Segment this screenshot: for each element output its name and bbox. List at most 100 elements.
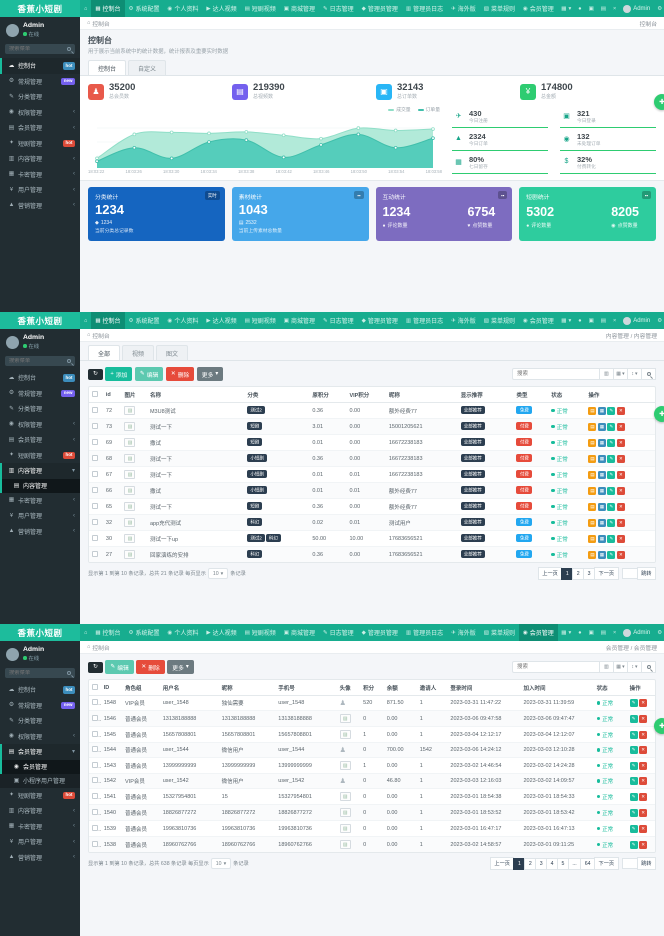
nav-item-1[interactable]: ⚙ 系统配置: [125, 624, 164, 641]
row-checkbox[interactable]: [92, 808, 98, 815]
delete-op-button[interactable]: ✕: [639, 714, 648, 723]
column-header-5[interactable]: 手机号: [275, 680, 337, 696]
page-button-上一页[interactable]: 上一页: [537, 567, 563, 580]
edit-op-button[interactable]: ✎: [607, 486, 616, 495]
page-button-上一页[interactable]: 上一页: [489, 857, 515, 870]
toolbar-button-添加[interactable]: + 添加: [105, 367, 133, 381]
column-header-11[interactable]: 操作: [585, 387, 655, 403]
column-header-9[interactable]: 邀请人: [416, 680, 448, 696]
row-checkbox[interactable]: [92, 534, 98, 541]
column-header-11[interactable]: 加入时间: [520, 680, 594, 696]
row-checkbox[interactable]: [92, 502, 98, 509]
sidebar-item-2[interactable]: ✎ 分类管理: [0, 401, 80, 417]
nav-item-8[interactable]: ▥ 管理员日志: [402, 0, 447, 17]
edit-op-button[interactable]: ✎: [607, 438, 616, 447]
edit-op-button[interactable]: ✎: [607, 454, 616, 463]
cell-username[interactable]: 15327954801: [159, 788, 219, 805]
submenu-item-0[interactable]: ▤ 内容管理: [0, 478, 80, 493]
sidebar-item-0[interactable]: ☁ 控制台 hot: [0, 682, 80, 698]
row-checkbox[interactable]: [92, 840, 98, 847]
row-checkbox[interactable]: [92, 699, 98, 705]
column-header-3[interactable]: 名称: [146, 387, 245, 403]
nav-item-3[interactable]: ▶ 达人视频: [202, 624, 240, 641]
row-checkbox[interactable]: [92, 824, 98, 831]
columns-button[interactable]: ▦ ▾: [614, 368, 628, 380]
delete-op-button[interactable]: ✕: [616, 470, 625, 479]
column-header-7[interactable]: 昵称: [385, 387, 458, 403]
per-page-select[interactable]: 10 ▾: [207, 568, 229, 579]
row-checkbox[interactable]: [92, 730, 98, 737]
toolbar-button-编辑[interactable]: ✎ 编辑: [134, 367, 164, 381]
page-jump-input[interactable]: [621, 858, 638, 869]
nav-item-0[interactable]: ▦ 控制台: [91, 624, 124, 641]
sidebar-search-input[interactable]: [9, 46, 67, 52]
delete-op-button[interactable]: ✕: [616, 502, 625, 511]
tab-1[interactable]: 视频: [122, 345, 155, 360]
legend-item[interactable]: 成交量: [388, 106, 411, 113]
row-checkbox[interactable]: [92, 792, 98, 799]
copy-op-button[interactable]: ▦: [597, 470, 606, 479]
column-header-10[interactable]: 登录时间: [447, 680, 521, 696]
nav-item-9[interactable]: ✈ 海外版: [447, 0, 480, 17]
copy-op-button[interactable]: ▦: [597, 438, 606, 447]
edit-op-button[interactable]: ✎: [629, 761, 638, 770]
sidebar-item-7[interactable]: ▦ 卡密管理 ‹: [0, 819, 80, 835]
column-header-0[interactable]: [89, 387, 103, 403]
detail-op-button[interactable]: ▤: [588, 438, 597, 447]
copy-op-button[interactable]: ▦: [597, 550, 606, 559]
card-badge[interactable]: ▪▪: [641, 191, 651, 200]
nav-item-5[interactable]: ▣ 商城管理: [280, 312, 319, 329]
copy-op-button[interactable]: ▦: [597, 454, 606, 463]
edit-op-button[interactable]: ✎: [629, 824, 638, 833]
nav-home[interactable]: ⌂: [80, 312, 91, 329]
delete-op-button[interactable]: ✕: [616, 534, 625, 543]
tasks-button[interactable]: ▤: [597, 312, 609, 329]
nav-item-5[interactable]: ▣ 商城管理: [280, 624, 319, 641]
copy-op-button[interactable]: ▦: [597, 534, 606, 543]
user-menu[interactable]: Admin: [620, 624, 654, 641]
toolbar-button-更多[interactable]: 更多 ▾: [167, 660, 194, 674]
toolbar-button-删除[interactable]: ✕ 删除: [136, 660, 165, 674]
delete-op-button[interactable]: ✕: [616, 518, 625, 527]
detail-op-button[interactable]: ▤: [588, 518, 597, 527]
column-header-5[interactable]: 原积分: [309, 387, 347, 403]
nav-item-4[interactable]: ▤ 短剧视频: [241, 312, 280, 329]
cell-username[interactable]: 19963810736: [159, 820, 219, 837]
sidebar-item-8[interactable]: ¥ 用户管理 ‹: [0, 834, 80, 850]
sidebar-item-5[interactable]: ✦ 短剧管理 hot: [0, 136, 80, 152]
sidebar-item-9[interactable]: ▲ 营销管理 ‹: [0, 524, 80, 540]
row-checkbox[interactable]: [92, 777, 98, 783]
page-jump-button[interactable]: 跳转: [636, 567, 656, 580]
edit-op-button[interactable]: ✎: [629, 730, 638, 739]
nav-item-9[interactable]: ✈ 海外版: [447, 312, 480, 329]
user-menu[interactable]: Admin: [620, 0, 654, 17]
sidebar-item-4[interactable]: ▤ 会员管理 ‹: [0, 120, 80, 136]
nav-item-11[interactable]: ◉ 会员管理: [519, 312, 558, 329]
column-header-6[interactable]: 头像: [336, 680, 361, 696]
nav-item-7[interactable]: ◆ 管理员管理: [358, 312, 402, 329]
column-header-12[interactable]: 状态: [593, 680, 627, 696]
float-service-button[interactable]: ✚: [654, 406, 664, 422]
message-button[interactable]: ▣: [585, 624, 597, 641]
nav-item-9[interactable]: ✈ 海外版: [447, 624, 480, 641]
nav-item-6[interactable]: ✎ 日志管理: [319, 312, 358, 329]
column-header-1[interactable]: id: [102, 387, 122, 403]
toolbar-button-refresh[interactable]: ↻: [88, 368, 103, 380]
delete-op-button[interactable]: ✕: [639, 840, 648, 849]
tab-0[interactable]: 控制台: [88, 60, 127, 75]
copy-op-button[interactable]: ▦: [597, 518, 606, 527]
delete-op-button[interactable]: ✕: [639, 824, 648, 833]
fullscreen-exit-button[interactable]: ×: [609, 624, 619, 641]
tab-0[interactable]: 全部: [88, 345, 121, 360]
sort-button[interactable]: ↕ ▾: [628, 661, 642, 673]
nav-item-4[interactable]: ▤ 短剧视频: [241, 624, 280, 641]
nav-item-0[interactable]: ▦ 控制台: [91, 0, 125, 17]
breadcrumb-current[interactable]: 控制台: [92, 21, 110, 28]
submenu-item-0[interactable]: ◉ 会员管理: [0, 759, 80, 774]
cell-username[interactable]: 13138188888: [159, 710, 219, 727]
nav-item-10[interactable]: ▧ 菜单规则: [480, 0, 519, 17]
sidebar-item-6[interactable]: ▥ 内容管理 ‹: [0, 151, 80, 167]
nav-item-7[interactable]: ◆ 管理员管理: [358, 624, 402, 641]
table-search-input[interactable]: [512, 368, 600, 380]
sidebar-item-4[interactable]: ▤ 会员管理 ‹: [0, 432, 80, 448]
